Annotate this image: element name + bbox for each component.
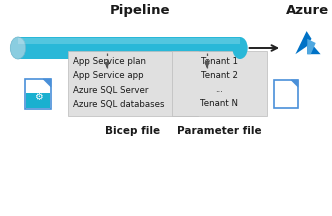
- Bar: [18, 37, 240, 59]
- Text: Parameter file: Parameter file: [177, 126, 262, 136]
- Polygon shape: [43, 79, 51, 87]
- Bar: [18, 38, 240, 44]
- Text: Azure SQL Server: Azure SQL Server: [73, 86, 148, 95]
- Ellipse shape: [10, 37, 26, 59]
- Polygon shape: [295, 31, 311, 54]
- Bar: [172, 51, 267, 116]
- Ellipse shape: [232, 37, 248, 59]
- Text: ⚙: ⚙: [34, 92, 42, 102]
- Text: Azure SQL databases: Azure SQL databases: [73, 100, 164, 108]
- Text: Tenant 2: Tenant 2: [201, 71, 238, 81]
- Text: App Service plan: App Service plan: [73, 57, 146, 67]
- Text: App Service app: App Service app: [73, 71, 144, 81]
- Text: Tenant N: Tenant N: [201, 100, 238, 108]
- FancyBboxPatch shape: [25, 79, 51, 109]
- Polygon shape: [291, 80, 298, 87]
- Text: Tenant 1: Tenant 1: [201, 57, 238, 67]
- Text: Pipeline: Pipeline: [110, 4, 170, 17]
- Text: ...: ...: [215, 86, 223, 95]
- Text: Bicep file: Bicep file: [106, 126, 161, 136]
- Text: Azure: Azure: [287, 4, 330, 17]
- Polygon shape: [307, 39, 316, 54]
- Bar: [68, 51, 198, 116]
- FancyBboxPatch shape: [274, 80, 298, 108]
- Bar: [26, 93, 50, 108]
- Polygon shape: [307, 39, 321, 54]
